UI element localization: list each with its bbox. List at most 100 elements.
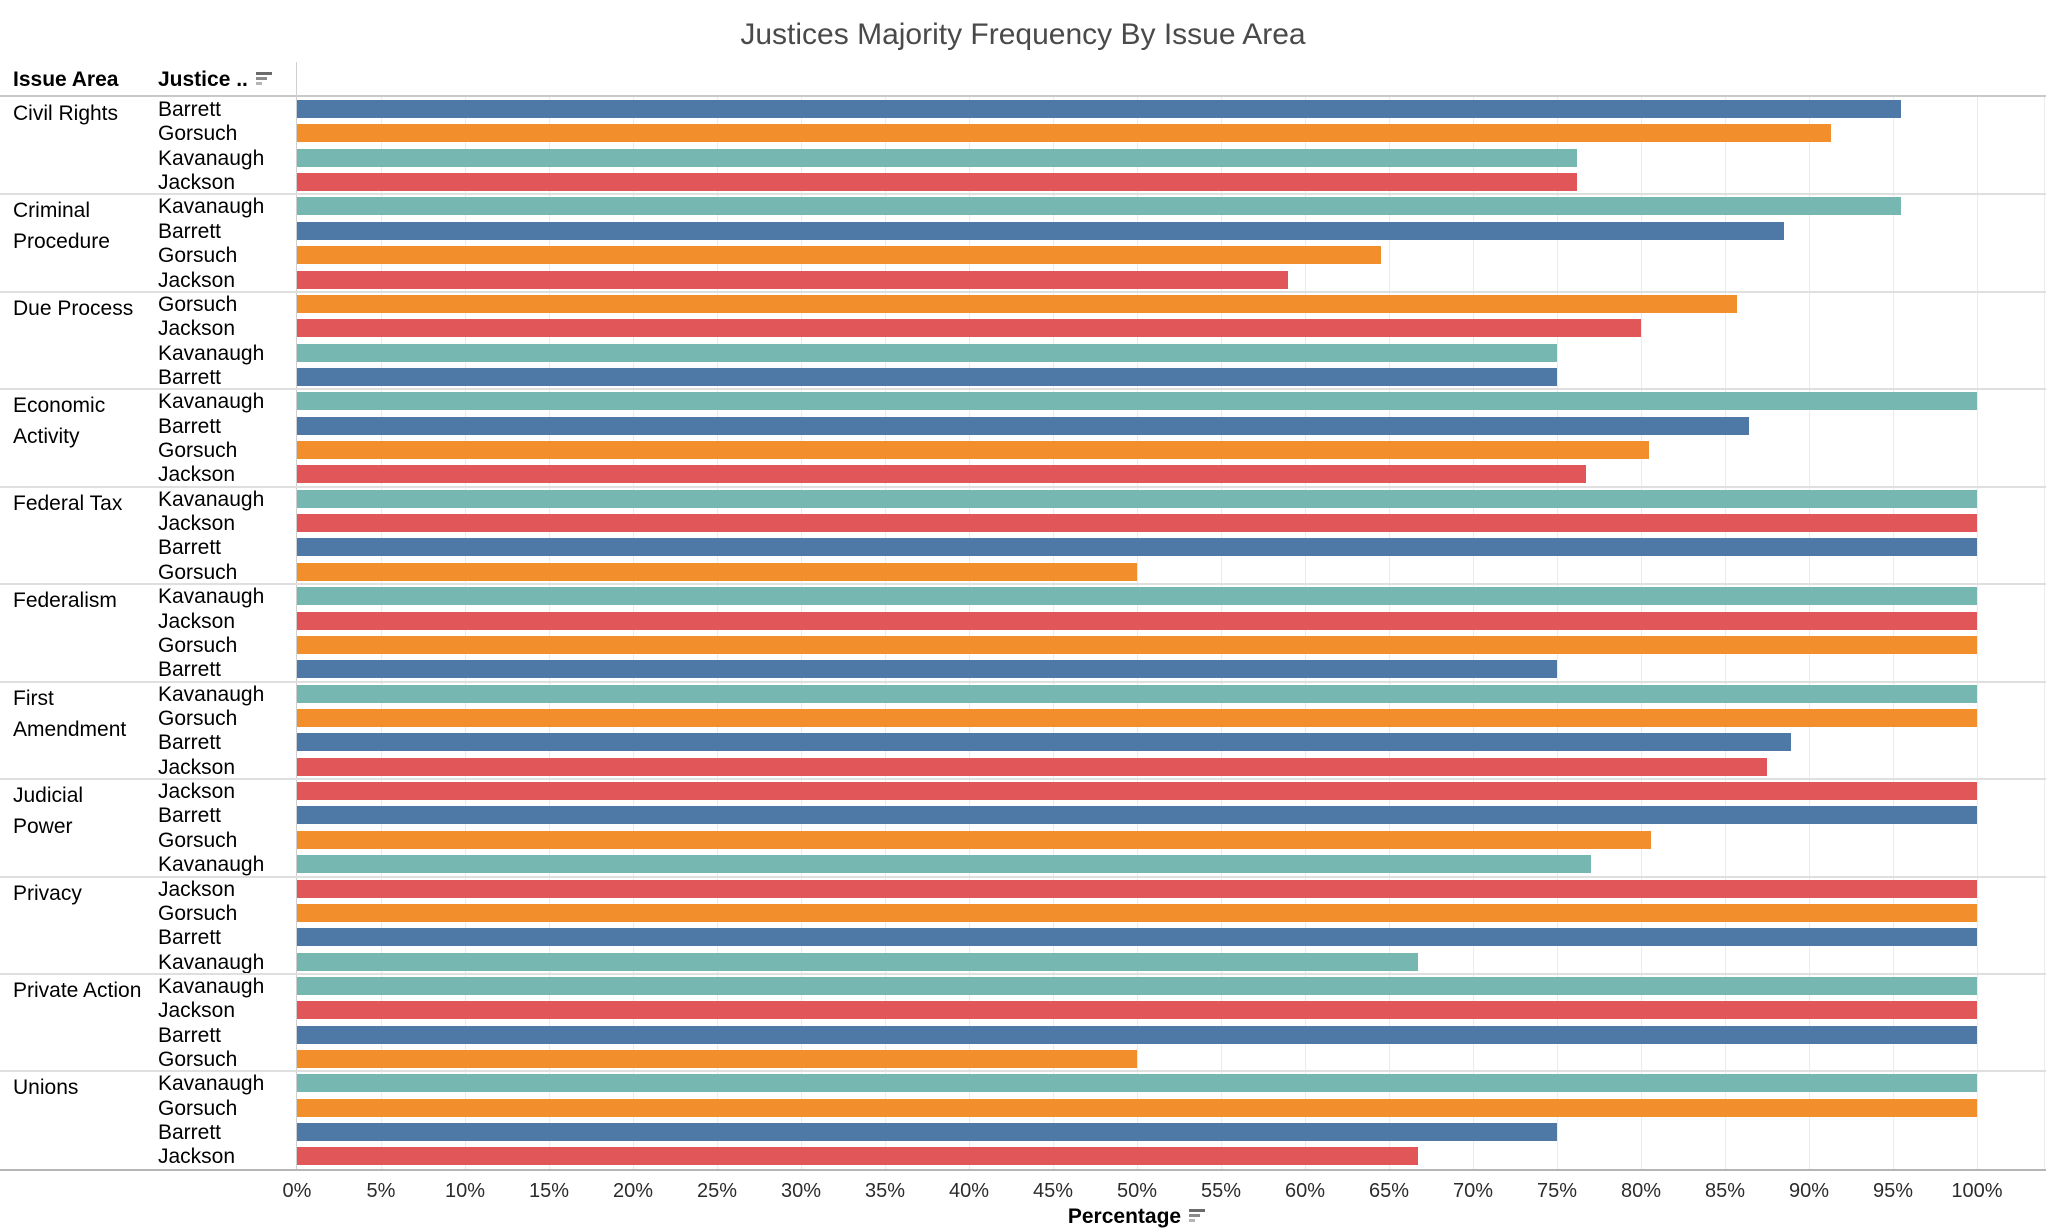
bar-unions-gorsuch[interactable] [297, 1098, 1977, 1117]
bar-economic-activity-barrett[interactable] [297, 416, 1749, 435]
justice-label-jackson: Jackson [158, 609, 236, 633]
bar-federal-tax-barrett[interactable] [297, 538, 1977, 557]
bar-first-amendment-barrett[interactable] [297, 733, 1791, 752]
sort-descending-icon[interactable] [255, 71, 273, 85]
justice-label-barrett: Barrett [158, 536, 222, 560]
x-tick-label: 70% [1452, 1180, 1494, 1202]
gridline [1725, 97, 1726, 1169]
bar-federal-tax-gorsuch[interactable] [297, 562, 1137, 581]
gridline [717, 97, 718, 1169]
bar-judicial-power-kavanaugh[interactable] [297, 855, 1591, 874]
justice-label-kavanaugh: Kavanaugh [158, 487, 265, 511]
x-tick-label: 95% [1872, 1180, 1914, 1202]
bar-due-process-barrett[interactable] [297, 367, 1557, 386]
gridline [969, 97, 970, 1169]
x-tick-label: 10% [444, 1180, 486, 1202]
bar-federal-tax-kavanaugh[interactable] [297, 489, 1977, 508]
gridline [1221, 97, 1222, 1169]
bar-private-action-barrett[interactable] [297, 1025, 1977, 1044]
bar-first-amendment-gorsuch[interactable] [297, 709, 1977, 727]
issue-area-label-judicial-power: Judicial Power [13, 784, 84, 839]
bar-first-amendment-jackson[interactable] [297, 757, 1767, 776]
bar-due-process-jackson[interactable] [297, 319, 1641, 338]
justice-label-gorsuch: Gorsuch [158, 292, 238, 316]
bar-criminal-procedure-gorsuch[interactable] [297, 246, 1381, 265]
x-tick-label: 45% [1032, 1180, 1074, 1202]
sort-descending-icon[interactable] [1189, 1208, 1206, 1222]
justice-column-header-label: Justice .. [158, 68, 248, 91]
justice-label-jackson: Jackson [158, 780, 236, 804]
issue-area-column-header: Issue Area [13, 68, 119, 91]
issue-area-label-private-action: Private Action [13, 978, 142, 1002]
bar-criminal-procedure-jackson[interactable] [297, 270, 1288, 289]
bar-civil-rights-barrett[interactable] [297, 100, 1901, 118]
justice-label-barrett: Barrett [158, 926, 222, 950]
bar-judicial-power-barrett[interactable] [297, 806, 1977, 825]
issue-section-divider [0, 193, 2046, 196]
bar-civil-rights-kavanaugh[interactable] [297, 148, 1577, 167]
justice-label-barrett: Barrett [158, 658, 222, 682]
bar-economic-activity-jackson[interactable] [297, 465, 1586, 484]
justice-label-jackson: Jackson [158, 1145, 236, 1169]
bar-privacy-gorsuch[interactable] [297, 903, 1977, 922]
gridline [1305, 97, 1306, 1169]
bar-unions-kavanaugh[interactable] [297, 1074, 1977, 1093]
bar-federal-tax-jackson[interactable] [297, 514, 1977, 533]
bar-economic-activity-gorsuch[interactable] [297, 441, 1649, 460]
chart-title: Justices Majority Frequency By Issue Are… [740, 18, 1306, 51]
bar-private-action-jackson[interactable] [297, 1001, 1977, 1020]
justice-label-kavanaugh: Kavanaugh [158, 585, 265, 609]
gridline [1053, 97, 1054, 1169]
issue-section-divider [0, 680, 2046, 683]
gridline [885, 97, 886, 1169]
justice-label-gorsuch: Gorsuch [158, 244, 238, 268]
bar-federalism-kavanaugh[interactable] [297, 587, 1977, 606]
x-tick-label: 5% [366, 1180, 396, 1202]
issue-area-label-due-process: Due Process [13, 296, 134, 320]
bar-federalism-barrett[interactable] [297, 660, 1557, 679]
x-tick-label: 55% [1200, 1180, 1242, 1202]
x-tick-label: 75% [1536, 1180, 1578, 1202]
justice-label-kavanaugh: Kavanaugh [158, 146, 265, 170]
bar-due-process-kavanaugh[interactable] [297, 343, 1557, 362]
bar-private-action-gorsuch[interactable] [297, 1050, 1137, 1069]
bar-economic-activity-kavanaugh[interactable] [297, 392, 1977, 411]
bar-unions-jackson[interactable] [297, 1147, 1418, 1166]
justice-label-gorsuch: Gorsuch [158, 1096, 238, 1120]
bar-federalism-gorsuch[interactable] [297, 635, 1977, 654]
justice-label-barrett: Barrett [158, 219, 222, 243]
bar-privacy-barrett[interactable] [297, 928, 1977, 947]
justice-label-barrett: Barrett [158, 731, 222, 755]
bar-criminal-procedure-barrett[interactable] [297, 221, 1784, 240]
bar-due-process-gorsuch[interactable] [297, 294, 1737, 313]
bar-unions-barrett[interactable] [297, 1123, 1557, 1142]
bar-civil-rights-gorsuch[interactable] [297, 124, 1831, 143]
bar-judicial-power-jackson[interactable] [297, 782, 1977, 801]
x-tick-label: 65% [1368, 1180, 1410, 1202]
gridline [1977, 97, 1978, 1169]
bar-judicial-power-gorsuch[interactable] [297, 830, 1651, 849]
bar-first-amendment-kavanaugh[interactable] [297, 684, 1977, 703]
gridline [1893, 97, 1894, 1169]
justice-column-header: Justice .. [158, 68, 273, 92]
bar-federalism-jackson[interactable] [297, 611, 1977, 630]
header-divider-line [0, 95, 2046, 97]
justice-label-gorsuch: Gorsuch [158, 1048, 238, 1072]
gridline [1641, 97, 1642, 1169]
x-tick-label: 80% [1620, 1180, 1662, 1202]
bar-civil-rights-jackson[interactable] [297, 173, 1577, 192]
issue-area-label-federal-tax: Federal Tax [13, 491, 123, 515]
bar-private-action-kavanaugh[interactable] [297, 976, 1977, 995]
issue-section-divider [0, 388, 2046, 391]
justice-label-gorsuch: Gorsuch [158, 828, 238, 852]
x-tick-label: 85% [1704, 1180, 1746, 1202]
gridline [465, 97, 466, 1169]
x-tick-label: 30% [780, 1180, 822, 1202]
justice-label-kavanaugh: Kavanaugh [158, 682, 265, 706]
bar-privacy-jackson[interactable] [297, 879, 1977, 898]
justice-label-kavanaugh: Kavanaugh [158, 853, 265, 877]
bar-criminal-procedure-kavanaugh[interactable] [297, 197, 1901, 216]
justice-label-barrett: Barrett [158, 365, 222, 389]
bar-privacy-kavanaugh[interactable] [297, 952, 1418, 971]
